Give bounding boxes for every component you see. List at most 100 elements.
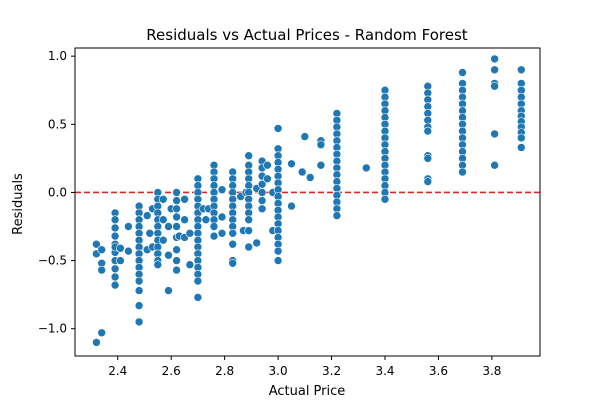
data-point bbox=[164, 286, 173, 295]
chart-title: Residuals vs Actual Prices - Random Fore… bbox=[146, 26, 468, 44]
x-tick-label: 2.6 bbox=[162, 364, 181, 378]
data-point bbox=[316, 140, 326, 150]
data-point bbox=[490, 160, 499, 170]
data-point bbox=[142, 211, 152, 220]
data-point bbox=[97, 245, 106, 254]
data-point bbox=[193, 276, 203, 286]
data-point bbox=[172, 212, 181, 222]
data-point bbox=[305, 173, 315, 182]
data-point bbox=[300, 132, 310, 141]
data-point bbox=[273, 124, 283, 133]
data-point bbox=[110, 215, 120, 224]
data-point bbox=[193, 293, 203, 302]
y-tick-label: −1.0 bbox=[38, 322, 67, 336]
data-point bbox=[490, 54, 499, 64]
data-point bbox=[153, 260, 163, 270]
data-point bbox=[134, 286, 144, 295]
data-point bbox=[458, 68, 467, 77]
data-point bbox=[116, 256, 125, 265]
data-point bbox=[172, 196, 181, 205]
data-point bbox=[257, 188, 267, 197]
plot-frame bbox=[74, 47, 541, 357]
x-tick-label: 3.4 bbox=[375, 364, 394, 378]
data-point bbox=[458, 167, 467, 177]
y-tick-label: 0.0 bbox=[48, 185, 67, 199]
data-point bbox=[244, 151, 253, 160]
data-point bbox=[490, 129, 499, 139]
x-tick-label: 2.8 bbox=[215, 364, 234, 378]
data-point bbox=[172, 188, 181, 197]
data-point bbox=[172, 245, 181, 254]
data-point bbox=[209, 231, 219, 241]
data-point bbox=[97, 265, 106, 275]
axis-ticks: 2.4 2.6 2.8 3.0 3.2 3.4 3.6 3.8 −1.0 −0.5 0.0 0.5 1.… bbox=[38, 49, 502, 378]
data-point bbox=[423, 154, 433, 163]
data-point bbox=[172, 256, 181, 265]
data-point bbox=[172, 204, 181, 214]
data-point bbox=[516, 133, 526, 143]
data-point bbox=[124, 222, 133, 231]
x-axis-label: Actual Price bbox=[269, 384, 346, 399]
data-point bbox=[110, 223, 120, 233]
data-point bbox=[273, 246, 283, 256]
data-point bbox=[110, 264, 120, 274]
data-point bbox=[158, 195, 168, 204]
data-point bbox=[228, 258, 237, 268]
data-point bbox=[158, 235, 168, 245]
y-axis-label: Residuals bbox=[11, 173, 26, 235]
data-point bbox=[316, 160, 326, 170]
data-point bbox=[145, 229, 155, 238]
data-point bbox=[134, 276, 144, 286]
data-point bbox=[423, 177, 433, 186]
data-point bbox=[228, 239, 237, 249]
data-point bbox=[116, 244, 125, 253]
y-tick-label: 1.0 bbox=[48, 49, 67, 63]
data-point bbox=[516, 143, 526, 152]
data-point bbox=[172, 265, 181, 275]
data-point bbox=[217, 229, 227, 238]
x-tick-label: 3.2 bbox=[322, 364, 341, 378]
data-point bbox=[217, 185, 227, 194]
data-point bbox=[185, 260, 195, 270]
data-point bbox=[134, 317, 144, 327]
data-point bbox=[164, 250, 173, 260]
data-point bbox=[110, 280, 120, 290]
data-point bbox=[209, 222, 219, 231]
data-point bbox=[244, 242, 253, 252]
data-point bbox=[217, 212, 227, 222]
data-point bbox=[287, 159, 296, 169]
data-point bbox=[287, 201, 296, 211]
data-point bbox=[97, 328, 106, 338]
data-point bbox=[172, 222, 181, 231]
data-point bbox=[134, 301, 144, 310]
data-point bbox=[361, 163, 371, 173]
data-point bbox=[263, 174, 272, 184]
data-point bbox=[244, 215, 253, 224]
data-point bbox=[180, 195, 189, 204]
data-point bbox=[490, 81, 499, 91]
y-tick-label: −0.5 bbox=[38, 254, 67, 268]
data-point bbox=[110, 272, 120, 282]
data-point bbox=[423, 126, 433, 136]
data-point bbox=[297, 167, 307, 177]
data-point bbox=[158, 215, 168, 224]
data-point bbox=[92, 338, 101, 347]
data-point bbox=[257, 196, 267, 205]
data-point bbox=[252, 238, 262, 248]
x-tick-label: 3.0 bbox=[269, 364, 288, 378]
y-tick-label: 0.5 bbox=[48, 117, 67, 131]
data-point bbox=[273, 256, 283, 265]
data-point bbox=[380, 195, 390, 204]
data-point bbox=[244, 226, 253, 235]
data-point bbox=[110, 231, 120, 241]
x-tick-label: 3.6 bbox=[429, 364, 448, 378]
data-point bbox=[124, 246, 133, 256]
x-tick-label: 2.4 bbox=[108, 364, 127, 378]
data-point bbox=[228, 229, 237, 238]
data-point bbox=[185, 229, 195, 238]
data-point bbox=[490, 65, 499, 75]
data-point bbox=[516, 65, 526, 75]
data-point bbox=[201, 215, 211, 224]
data-point bbox=[164, 222, 173, 231]
